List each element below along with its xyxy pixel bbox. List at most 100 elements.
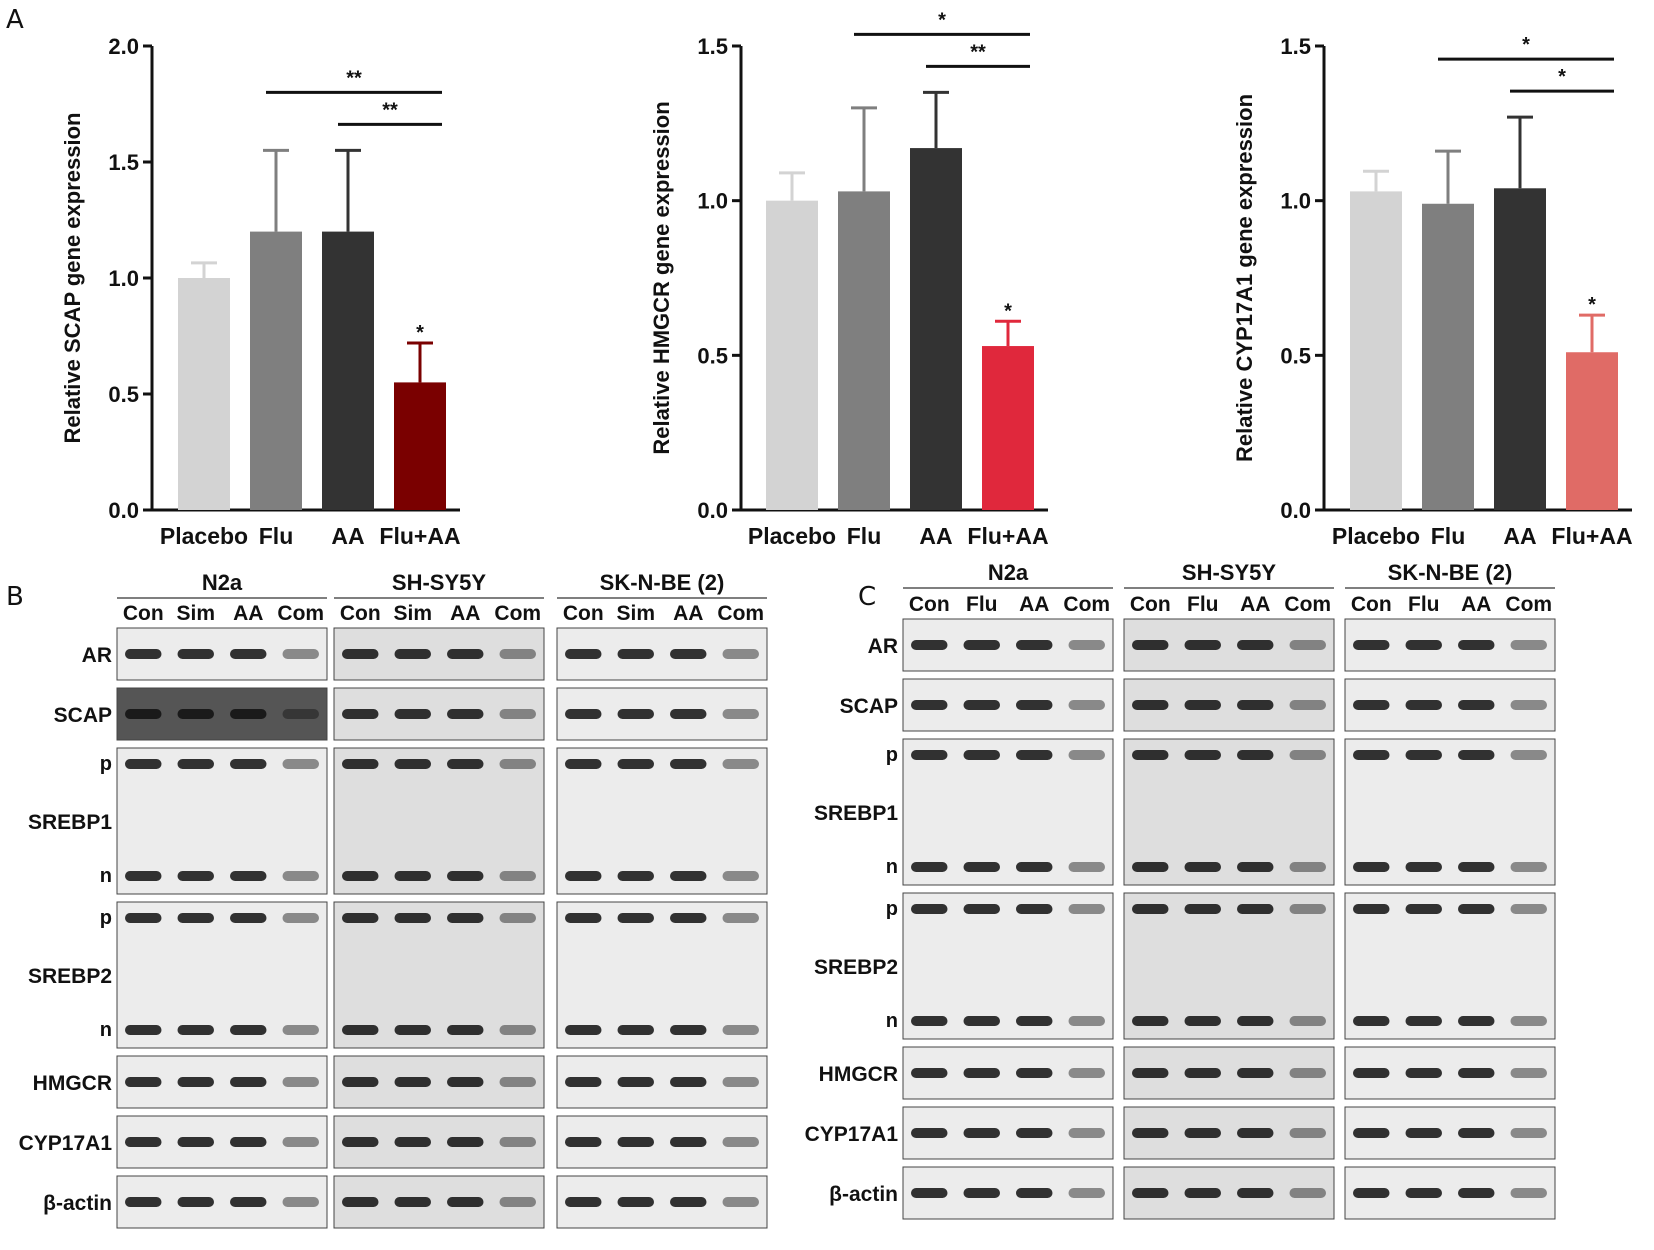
x-tick-label: Flu+AA [379,523,460,549]
lane-label: AA [1461,593,1491,616]
blot-band [963,1188,1000,1198]
blot-band [1184,1188,1221,1198]
x-tick-label: Placebo [160,523,248,549]
blot-band [963,640,1000,650]
blot-band [394,1197,431,1207]
blot-band [1405,1128,1442,1138]
blot-band [911,862,948,872]
protein-label: CYP17A1 [805,1123,899,1146]
blot-band [722,759,759,769]
blot-band [1458,750,1495,760]
panel-label-b: B [6,582,24,612]
blot-band [230,709,267,719]
blot-band [499,709,536,719]
blot-band [342,1197,379,1207]
blot-band [1237,640,1274,650]
blot-band [565,1077,602,1087]
x-tick-label: AA [331,523,364,549]
blot-band [1458,1128,1495,1138]
y-tick-label: 2.0 [108,34,139,59]
blot-band [911,640,948,650]
blot-band [177,649,214,659]
blot-band [447,1137,484,1147]
blot-band [565,649,602,659]
blot-band [565,709,602,719]
blot-band [394,649,431,659]
blot-band [1353,1068,1390,1078]
x-tick-label: Flu+AA [1551,523,1632,549]
blot-band [1237,1068,1274,1078]
blot-band [1405,1068,1442,1078]
bar-Flu+AA [1566,352,1618,510]
blot-band [282,1025,319,1035]
blot-band [342,1077,379,1087]
lane-label: Com [1505,593,1552,616]
blot-band [1510,1016,1547,1026]
y-tick-label: 1.0 [1280,189,1311,214]
lane-label: Sim [176,602,215,625]
blot-band [1237,750,1274,760]
blot-band [1068,1188,1105,1198]
blot-band [1405,904,1442,914]
blot-band [499,649,536,659]
protein-label: SREBP1 [28,811,112,834]
blot-strip [1123,738,1335,886]
blot-strip [116,747,328,895]
blot-band [1016,862,1053,872]
lane-label: Sim [616,602,655,625]
blot-band [394,709,431,719]
blot-band [1458,640,1495,650]
blot-band [394,1025,431,1035]
blot-band [722,1077,759,1087]
blot-band [1289,750,1326,760]
blot-band [282,709,319,719]
blot-band [177,1137,214,1147]
blot-band [911,1016,948,1026]
blot-band [125,1137,162,1147]
significance-label: * [1522,34,1530,56]
cell-line-label: SH-SY5Y [392,570,486,595]
blot-band [1068,1068,1105,1078]
protein-label: HMGCR [819,1063,898,1086]
blot-band [1510,640,1547,650]
x-tick-label: AA [919,523,952,549]
lane-label: AA [1240,593,1270,616]
y-tick-label: 1.0 [697,189,728,214]
blot-band [342,759,379,769]
blot-band [1458,1188,1495,1198]
bar-AA [322,231,374,510]
blot-band [499,1025,536,1035]
blot-band [1184,750,1221,760]
blot-band [722,1197,759,1207]
blot-band [722,913,759,923]
y-tick-label: 1.0 [108,266,139,291]
blot-band [125,1025,162,1035]
blot-strip [116,901,328,1049]
blot-band [1353,640,1390,650]
blot-band [125,709,162,719]
blot-band [1237,1016,1274,1026]
blot-band [342,1137,379,1147]
blot-band [1237,1128,1274,1138]
lane-label: AA [673,602,703,625]
blot-band [1510,1188,1547,1198]
blot-band [963,1128,1000,1138]
lane-label: Con [909,593,950,616]
bar-Placebo [1350,191,1402,511]
blot-band [617,1025,654,1035]
y-tick-label: 0.5 [1280,343,1311,368]
blot-band [177,1077,214,1087]
blot-band [670,913,707,923]
x-tick-label: Placebo [1332,523,1420,549]
blot-band [1289,862,1326,872]
blot-band [963,862,1000,872]
blot-band [1016,700,1053,710]
blot-band [1184,862,1221,872]
blot-band [1184,1068,1221,1078]
blot-strip [1123,1046,1335,1100]
blot-band [963,700,1000,710]
blot-band [1132,1188,1169,1198]
y-tick-label: 0.0 [1280,498,1311,523]
y-axis-label: Relative CYP17A1 gene expression [1232,94,1257,462]
blot-band [1510,700,1547,710]
